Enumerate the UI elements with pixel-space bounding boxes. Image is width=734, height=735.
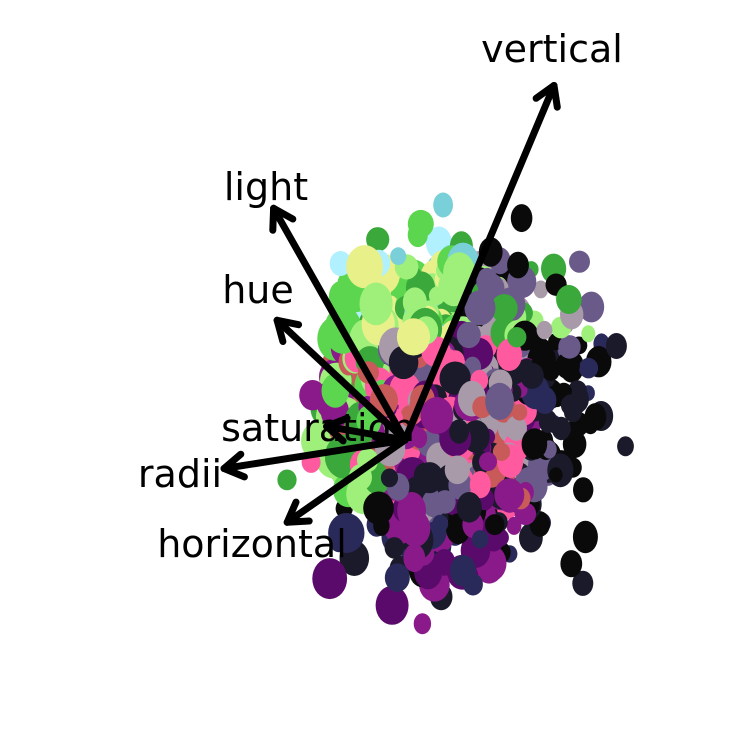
scatter-point [533,280,549,299]
arrow-head-hue [273,316,303,345]
scatter-point [578,357,599,379]
scatter-point [415,462,444,494]
scatter-point [564,363,580,381]
scatter-point [556,285,582,314]
scatter-point [521,428,548,460]
scatter-point [390,247,407,266]
scatter-point [384,537,404,559]
scatter-point [560,394,581,416]
arrow-light [270,204,409,444]
scatter-point [312,558,348,600]
arrow-saturation [323,422,409,444]
label-vertical: vertical [481,27,623,71]
scatter-point [573,477,594,503]
scatter-point [407,222,428,248]
scatter-point [433,549,456,576]
arrow-radii [220,436,409,472]
loading-arrows [220,82,561,526]
scatter-point [366,227,390,252]
scatter-point [450,555,476,587]
scatter-point [572,570,594,596]
scatter-point [507,327,527,348]
scatter-point [363,491,394,525]
scatter-point [569,250,590,273]
scatter-point [384,563,410,592]
arrow-head-light [269,204,297,234]
scatter-point [469,471,491,499]
scatter-point [581,325,596,343]
scatter-point [464,290,496,326]
arrow-head-horizontal [283,498,313,526]
scatter-point [549,467,563,483]
scatter-point [562,430,587,459]
scatter-point [432,514,449,533]
scatter-point [536,320,553,340]
label-saturation: saturation [221,406,415,450]
arrow-head-radii [220,450,248,481]
scatter-point [420,397,454,434]
scatter-point [444,455,470,485]
scatter-point [582,416,599,435]
scatter-point [558,335,581,359]
scatter-point [329,531,348,553]
scatter-point [572,520,598,554]
scatter-point [471,530,489,549]
scatter-point [617,436,634,457]
arrow-head-saturation [323,414,351,445]
scatter-point [359,282,393,326]
scatter-point [397,492,426,530]
scatter-point [329,251,352,276]
scatter-point [413,613,432,635]
scatter-point [490,294,518,323]
scatter-point [346,245,383,289]
scatter-point [538,409,558,433]
scatter-point [375,585,409,625]
scatter-point [449,419,469,444]
label-light: light [224,165,308,209]
scatter-point [511,404,528,421]
arrow-head-vertical [532,82,561,111]
scatter-point [510,204,533,233]
scatter-point [411,427,428,449]
scatter-point [403,543,426,573]
label-horizontal: horizontal [157,522,347,566]
scatter-points [277,192,634,635]
scatter-point [456,492,482,523]
arrow-hue [273,316,409,444]
arrow-vertical [401,82,558,444]
scatter-point [456,321,481,349]
scatter-point [605,333,627,359]
scatter-point [520,362,544,389]
scatter-point [505,415,527,441]
scatter-point [277,469,297,491]
scatter-point [485,382,514,420]
scatter-point [533,386,557,415]
scatter-point [578,291,605,323]
scatter-point [396,318,431,356]
scatter-point [434,490,456,514]
scatter-point [507,251,529,279]
scatter-point [433,192,453,218]
scatter-point [485,514,505,536]
scatter-point [560,550,583,578]
scatter-point [476,267,498,295]
scatter-point [380,468,399,488]
label-radii: radii [138,452,222,496]
scatter-point [492,442,511,461]
arrow-horizontal [283,436,409,526]
label-hue: hue [222,268,294,312]
scatter-point [494,478,525,512]
scatter-point [479,452,497,472]
